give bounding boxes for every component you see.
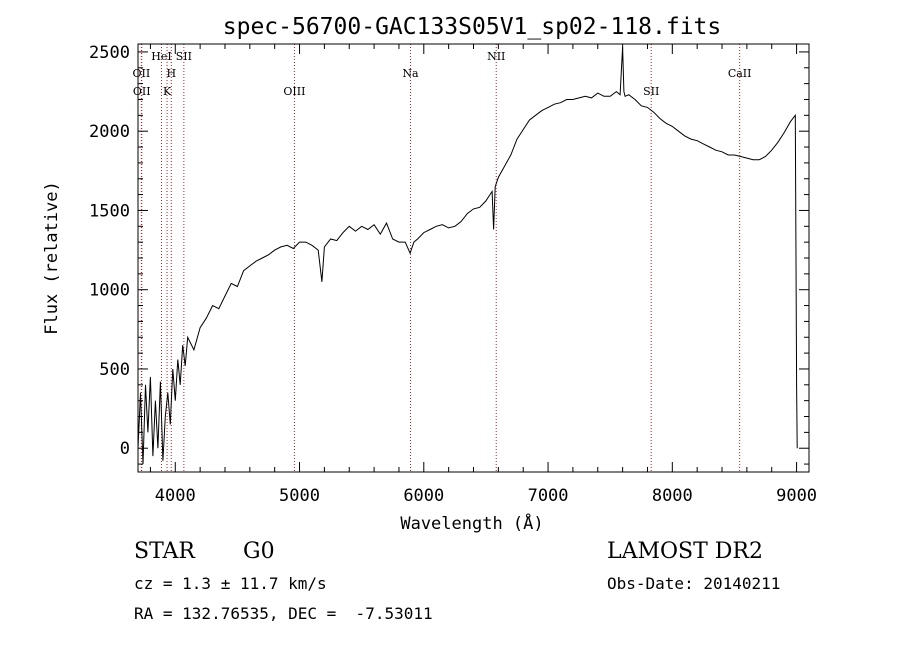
y-tick-label-0: 0 xyxy=(120,439,130,459)
x-tick-label-4: 8000 xyxy=(652,486,693,506)
x-tick-label-5: 9000 xyxy=(776,486,817,506)
object-subclass: G0 xyxy=(243,539,275,564)
y-axis-label: Flux (relative) xyxy=(42,181,62,335)
marker-label-5: SII xyxy=(176,50,192,63)
obs-date: Obs-Date: 20140211 xyxy=(607,574,781,593)
y-tick-label-5: 2500 xyxy=(89,43,130,63)
ra-dec: RA = 132.76535, DEC = -7.53011 xyxy=(134,604,433,623)
marker-label-2: HeI xyxy=(151,50,171,63)
marker-label-1: OII xyxy=(133,85,151,98)
marker-label-0: OII xyxy=(132,67,150,80)
x-tick-label-2: 6000 xyxy=(403,486,444,506)
x-tick-label-0: 4000 xyxy=(155,486,196,506)
marker-label-7: Na xyxy=(402,67,419,80)
y-axis-ticks: 0 500 1000 1500 2000 2500 xyxy=(89,43,809,465)
marker-label-9: SII xyxy=(643,85,659,98)
y-tick-label-1: 500 xyxy=(99,360,130,380)
chart-title: spec-56700-GAC133S05V1_sp02-118.fits xyxy=(223,14,722,40)
y-tick-label-3: 1500 xyxy=(89,201,130,221)
marker-label-6: OIII xyxy=(283,85,305,98)
x-axis-label: Wavelength (Å) xyxy=(400,512,543,534)
marker-label-4: K xyxy=(163,85,172,98)
object-class: STAR xyxy=(134,539,195,564)
y-tick-label-2: 1000 xyxy=(89,281,130,301)
survey-name: LAMOST DR2 xyxy=(607,539,763,564)
spectrum-line xyxy=(137,47,798,465)
y-tick-label-4: 2000 xyxy=(89,122,130,142)
marker-label-8: NII xyxy=(487,50,505,63)
plot-frame xyxy=(137,43,810,473)
x-tick-label-3: 7000 xyxy=(528,486,569,506)
x-axis-ticks: 4000 5000 6000 7000 8000 9000 xyxy=(149,44,817,506)
marker-label-10: CaII xyxy=(728,67,752,80)
redshift-value: cz = 1.3 ± 11.7 km/s xyxy=(134,574,327,593)
x-tick-label-1: 5000 xyxy=(279,486,320,506)
marker-label-3: H xyxy=(167,67,177,80)
